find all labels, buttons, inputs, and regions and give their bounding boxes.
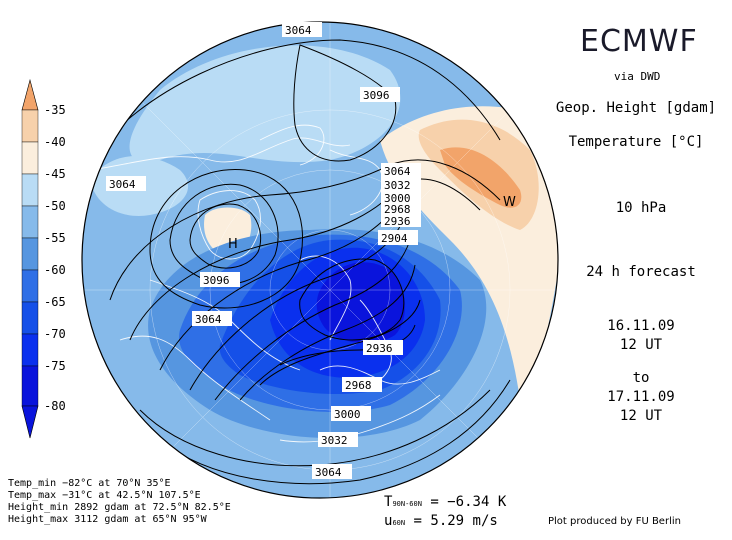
colorbar-bin	[21, 109, 39, 143]
contour-label: 3032	[384, 179, 411, 192]
u-subscript: 60N	[392, 519, 406, 527]
colorbar-bottom-arrow	[21, 405, 39, 439]
forecast-lead: 24 h forecast	[586, 264, 696, 280]
wind-mean: u60N = 5.29 m/s	[384, 513, 506, 532]
temperature-mean: T90N-60N = −6.34 K	[384, 494, 506, 513]
temperature-band-pale	[129, 45, 401, 163]
colorbar-bin	[21, 269, 39, 303]
colorbar-label: -50	[44, 199, 66, 213]
contour-label: 3064	[384, 165, 411, 178]
colorbar-label: -75	[44, 359, 66, 373]
contour-label: 3032	[321, 434, 348, 447]
contour-label: 3096	[203, 274, 230, 287]
source-note: via DWD	[614, 70, 661, 83]
t-value: = −6.34 K	[430, 494, 507, 510]
high-pressure-marker: H	[228, 237, 238, 252]
end-date: 17.11.09	[607, 389, 675, 405]
to-label: to	[632, 370, 650, 386]
height-min-stat: Height_min 2892 gdam at 72.5°N 82.5°E	[8, 502, 231, 513]
colorbar-label: -45	[44, 167, 66, 181]
contour-label: 2936	[384, 215, 411, 228]
contour-label: 3064	[285, 24, 312, 37]
temp-max-stat: Temp_max −31°C at 42.5°N 107.5°E	[8, 490, 201, 501]
colorbar-top-arrow	[21, 78, 39, 111]
temp-min-stat: Temp_min −82°C at 70°N 35°E	[8, 478, 171, 489]
u-value: = 5.29 m/s	[413, 513, 498, 529]
contour-labels: 3064 3096 3064 3064 3096 3064 3032 3000 …	[109, 24, 411, 479]
colorbar-label: -60	[44, 263, 66, 277]
colorbar-bin	[21, 205, 39, 239]
colorbar-bin	[21, 141, 39, 175]
colorbar-bin	[21, 301, 39, 335]
contour-label: 3096	[363, 89, 390, 102]
contour-label: 2936	[366, 342, 393, 355]
contour-label: 2968	[345, 379, 372, 392]
colorbar-label: -40	[44, 135, 66, 149]
end-time: 12 UT	[619, 408, 663, 424]
colorbar: -35 -40 -45 -50 -55 -60 -65 -70 -75 -80	[21, 78, 66, 439]
contour-label: 3064	[195, 313, 222, 326]
stats-block: Temp_min −82°C at 70°N 35°E Temp_max −31…	[8, 478, 231, 526]
credit-note: Plot produced by FU Berlin	[548, 516, 681, 527]
t-subscript: 90N-60N	[392, 500, 422, 508]
brand-title: ECMWF	[580, 24, 698, 59]
contour-label: 3000	[384, 192, 411, 205]
field-temperature: Temperature [°C]	[568, 134, 704, 150]
warm-marker: W	[503, 195, 516, 210]
colorbar-bin	[21, 173, 39, 207]
start-date: 16.11.09	[607, 318, 675, 334]
start-time: 12 UT	[619, 337, 663, 353]
mean-values: T90N-60N = −6.34 K u60N = 5.29 m/s	[384, 494, 506, 532]
colorbar-label: -65	[44, 295, 66, 309]
colorbar-label: -70	[44, 327, 66, 341]
temperature-band-warmest	[440, 147, 522, 208]
contour-label: 2968	[384, 203, 411, 216]
height-max-stat: Height_max 3112 gdam at 65°N 95°W	[8, 514, 207, 525]
contour-label: 3000	[334, 408, 361, 421]
colorbar-bin	[21, 365, 39, 407]
colorbar-label: -35	[44, 103, 66, 117]
contour-label: 3064	[109, 178, 136, 191]
field-geopotential: Geop. Height [gdam]	[555, 100, 717, 116]
colorbar-label: -55	[44, 231, 66, 245]
colorbar-bin	[21, 333, 39, 367]
contour-label: 2904	[381, 232, 408, 245]
u-symbol: u	[384, 513, 393, 529]
contour-label: 3064	[315, 466, 342, 479]
colorbar-label: -80	[44, 399, 66, 413]
t-symbol: T	[384, 494, 393, 510]
pressure-level: 10 hPa	[615, 200, 667, 216]
colorbar-bin	[21, 237, 39, 271]
